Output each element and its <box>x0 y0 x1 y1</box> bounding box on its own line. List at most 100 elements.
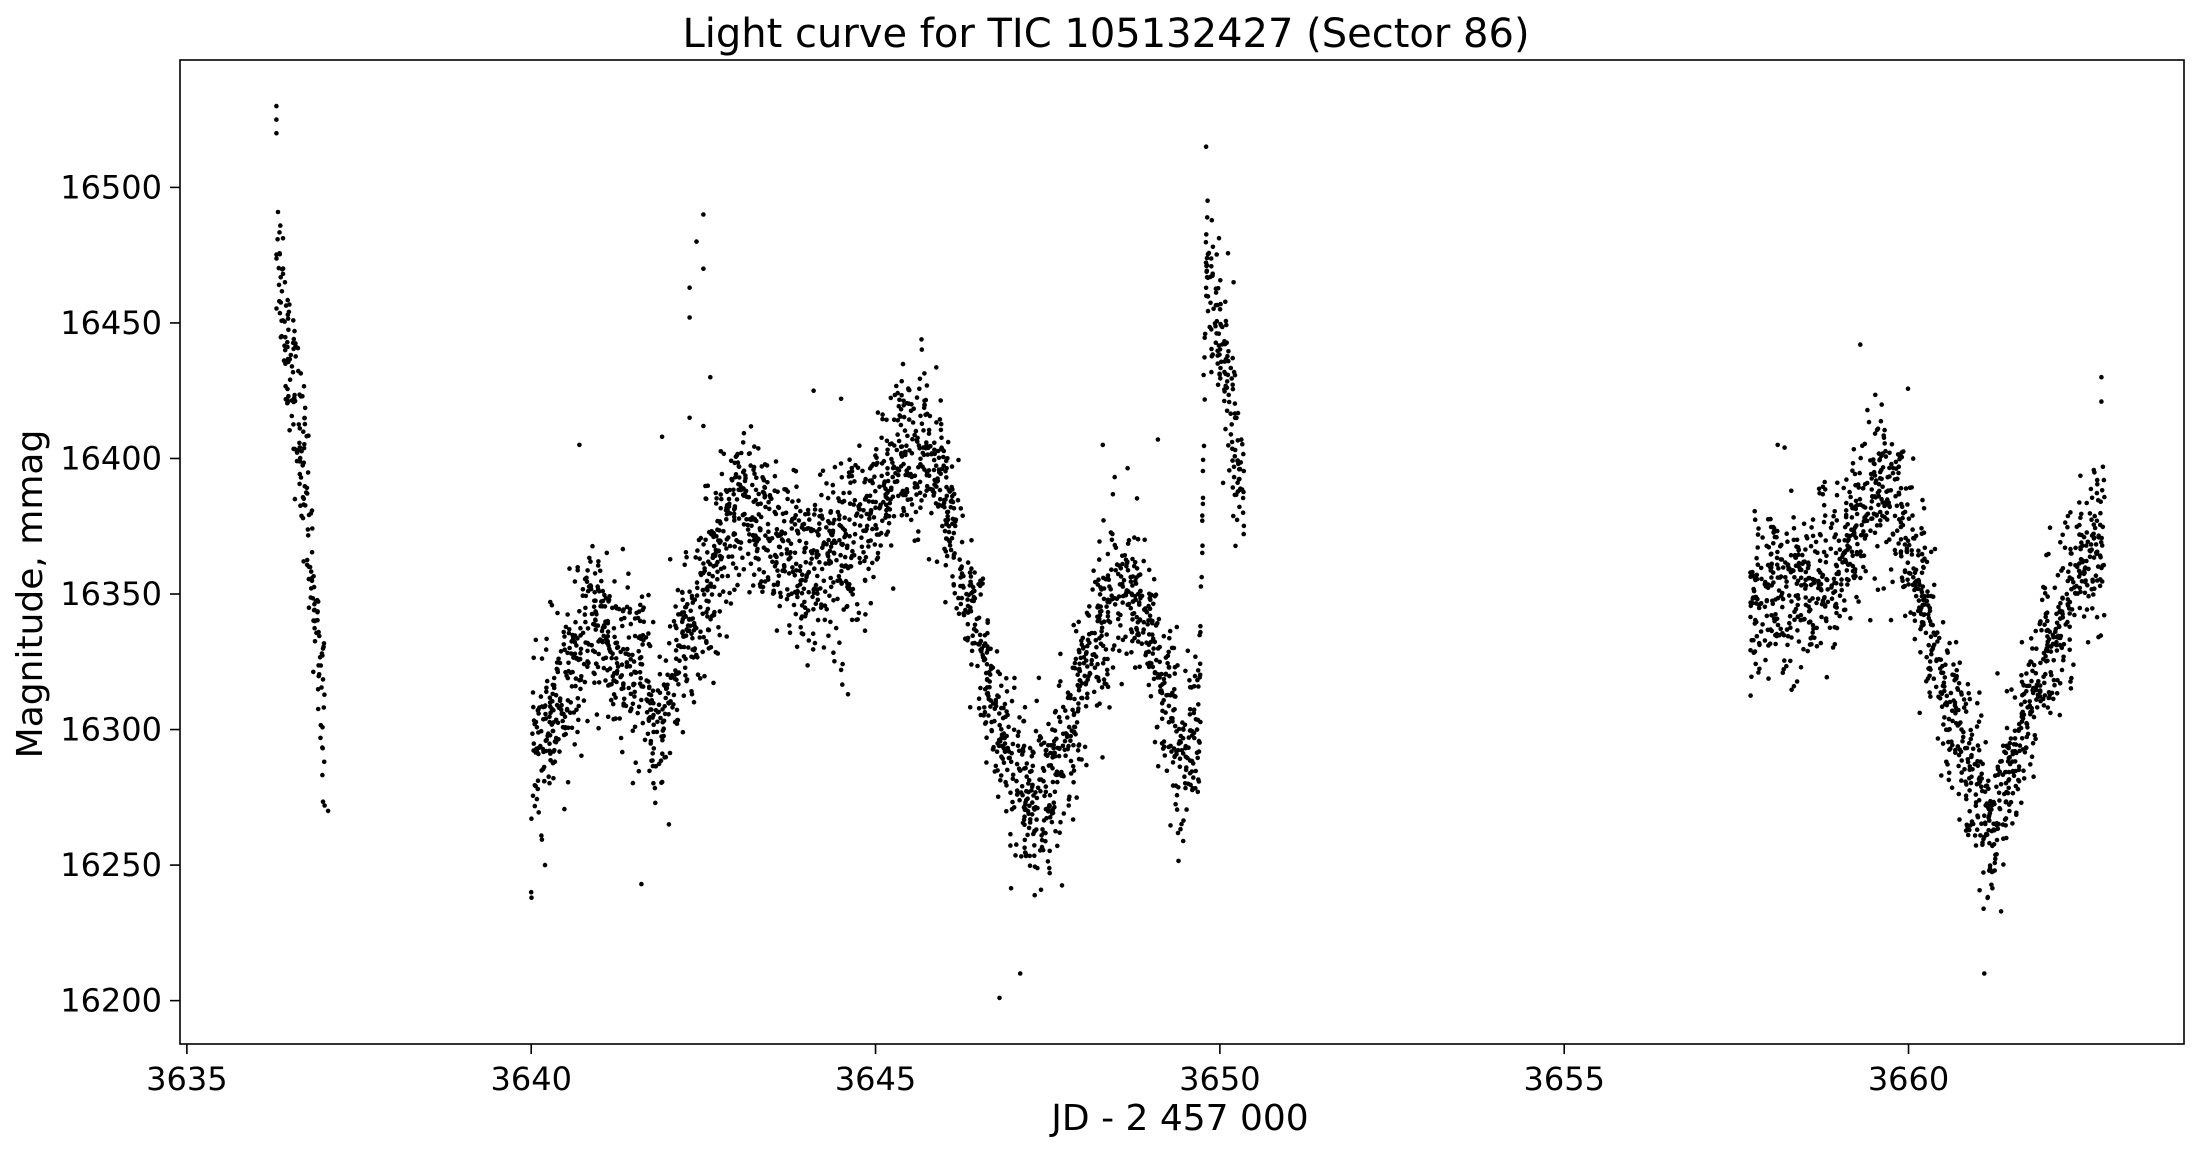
data-point <box>2045 618 2050 624</box>
data-point <box>2068 679 2073 684</box>
data-point <box>724 489 730 495</box>
data-point <box>538 694 544 699</box>
data-point <box>1808 619 1813 624</box>
data-point <box>1803 595 1808 600</box>
data-point <box>1756 670 1761 675</box>
data-point <box>976 696 982 701</box>
data-point <box>624 651 629 657</box>
data-point <box>1047 803 1052 808</box>
data-point <box>1969 774 1974 780</box>
data-point <box>985 620 990 625</box>
data-point <box>808 561 813 566</box>
data-point <box>1017 715 1022 720</box>
data-point <box>613 695 618 700</box>
data-point <box>976 706 982 711</box>
data-point <box>648 692 654 698</box>
data-point <box>745 527 751 532</box>
data-point <box>2062 545 2068 551</box>
data-point <box>994 649 1000 654</box>
data-point <box>2087 548 2092 553</box>
data-point <box>1851 531 1856 537</box>
data-point <box>997 711 1002 716</box>
data-point <box>1008 759 1014 765</box>
data-point <box>1064 734 1070 740</box>
data-point <box>1130 583 1135 588</box>
data-point <box>812 566 817 571</box>
data-point <box>984 662 990 667</box>
data-point <box>981 658 987 663</box>
data-point <box>786 538 791 543</box>
data-point <box>1832 604 1838 609</box>
data-point <box>944 484 949 490</box>
data-point <box>1913 533 1919 539</box>
data-point <box>666 691 671 696</box>
data-point <box>958 601 964 607</box>
data-point <box>1100 755 1105 760</box>
data-point <box>963 607 968 613</box>
data-point <box>727 543 733 549</box>
data-point <box>1827 625 1833 631</box>
data-point <box>1810 517 1816 522</box>
data-point <box>915 435 920 441</box>
data-point <box>1159 741 1165 746</box>
data-point <box>565 612 570 617</box>
data-point <box>952 591 958 596</box>
data-point <box>782 531 788 536</box>
data-point <box>1901 449 1906 454</box>
data-point <box>547 714 552 719</box>
data-point <box>752 444 757 449</box>
data-point <box>2061 641 2067 647</box>
data-point <box>1101 619 1107 624</box>
data-point <box>732 504 738 509</box>
data-point <box>805 507 811 513</box>
data-point <box>2035 692 2041 698</box>
data-point <box>732 544 737 549</box>
data-point <box>1792 617 1797 623</box>
data-point <box>301 445 307 451</box>
data-point <box>301 384 307 389</box>
data-point <box>556 656 561 662</box>
data-point <box>1113 545 1119 550</box>
data-point <box>709 529 714 534</box>
data-point <box>1189 733 1195 738</box>
data-point <box>777 603 782 609</box>
data-point <box>840 682 845 687</box>
data-point <box>585 588 591 594</box>
data-point <box>613 656 619 661</box>
data-point <box>1083 704 1089 709</box>
data-point <box>1218 301 1223 307</box>
data-point <box>1795 614 1801 619</box>
data-point <box>825 495 831 501</box>
data-point <box>1071 622 1076 628</box>
data-point <box>770 559 775 565</box>
data-point <box>1968 780 1974 786</box>
data-point <box>637 618 643 624</box>
data-point <box>1933 684 1939 690</box>
data-points <box>274 103 2107 1001</box>
data-point <box>753 533 758 538</box>
data-point <box>1979 771 1984 777</box>
data-point <box>2036 679 2041 684</box>
data-point <box>1810 622 1816 628</box>
data-point <box>1808 582 1814 588</box>
data-point <box>883 486 888 492</box>
data-point <box>774 527 780 532</box>
data-point <box>2100 464 2106 470</box>
data-point <box>1226 399 1232 405</box>
data-point <box>1136 573 1142 578</box>
data-point <box>575 636 580 641</box>
data-point <box>1936 657 1942 662</box>
data-point <box>1902 613 1908 619</box>
data-point <box>840 499 845 505</box>
data-point <box>776 573 782 579</box>
data-point <box>652 785 658 791</box>
data-point <box>1142 537 1147 543</box>
data-point <box>1235 438 1241 443</box>
data-point <box>1071 712 1077 718</box>
data-point <box>1056 714 1062 720</box>
data-point <box>750 515 755 520</box>
data-point <box>1141 619 1147 625</box>
data-point <box>588 583 593 588</box>
data-point <box>1880 451 1885 456</box>
